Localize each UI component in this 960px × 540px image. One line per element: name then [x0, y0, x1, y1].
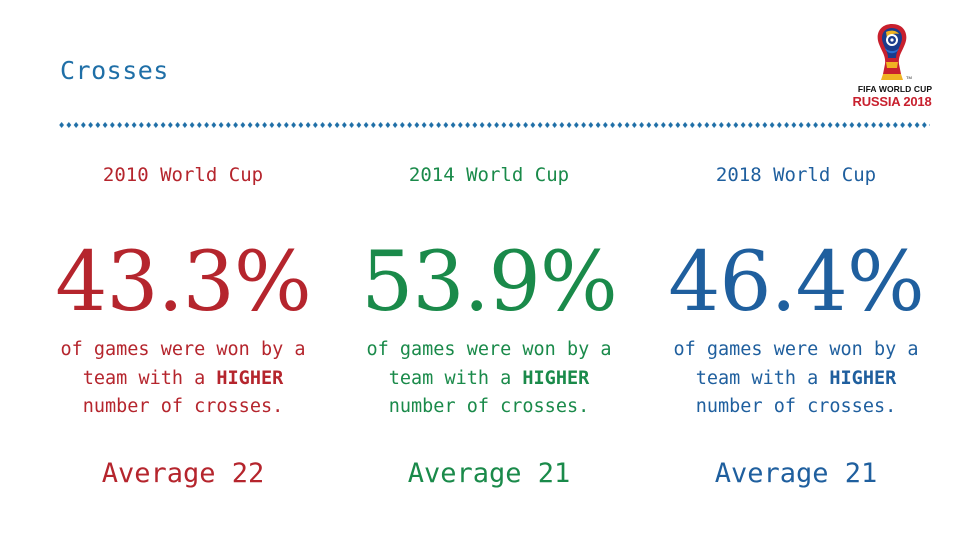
slide-title: Crosses [60, 56, 169, 85]
desc-line-1: of games were won by a [60, 339, 306, 360]
svg-text:TM: TM [906, 75, 912, 80]
world-cup-trophy-icon: TM [877, 24, 912, 80]
desc-line-3: number of crosses. [388, 396, 590, 417]
column-heading: 2018 World Cup [715, 164, 877, 186]
average-crosses: Average 21 [714, 458, 878, 489]
world-cup-logo: TM FIFA WORLD CUP RUSSIA 2018 [846, 22, 938, 114]
stat-column-2010: 2010 World Cup 43.3% of games were won b… [33, 0, 333, 540]
desc-line-3: number of crosses. [82, 396, 284, 417]
column-heading: 2010 World Cup [102, 164, 264, 186]
desc-line-1: of games were won by a [366, 339, 612, 360]
win-percentage: 43.3% [55, 235, 312, 330]
desc-emphasis: HIGHER [829, 367, 897, 389]
desc-line-2: team with a HIGHER [33, 365, 333, 394]
desc-emphasis: HIGHER [522, 367, 590, 389]
desc-line-2-text: team with a [388, 367, 523, 389]
desc-line-1: of games were won by a [673, 339, 919, 360]
desc-emphasis: HIGHER [216, 367, 284, 389]
win-percentage: 46.4% [668, 235, 925, 330]
stat-description: of games were won by a team with a HIGHE… [646, 336, 946, 422]
stat-column-2014: 2014 World Cup 53.9% of games were won b… [339, 0, 639, 540]
logo-text-line1: FIFA WORLD CUP [857, 84, 933, 94]
stat-column-2018: 2018 World Cup 46.4% of games were won b… [646, 0, 946, 540]
desc-line-2-text: team with a [695, 367, 830, 389]
desc-line-3: number of crosses. [695, 396, 897, 417]
desc-line-2: team with a HIGHER [646, 365, 946, 394]
win-percentage: 53.9% [361, 235, 618, 330]
desc-line-2-text: team with a [82, 367, 217, 389]
stat-description: of games were won by a team with a HIGHE… [33, 336, 333, 422]
average-crosses: Average 22 [101, 458, 265, 489]
desc-line-2: team with a HIGHER [339, 365, 639, 394]
logo-text-line2: RUSSIA 2018 [852, 94, 932, 109]
stat-description: of games were won by a team with a HIGHE… [339, 336, 639, 422]
column-heading: 2014 World Cup [408, 164, 570, 186]
average-crosses: Average 21 [407, 458, 571, 489]
title-divider [58, 120, 930, 130]
